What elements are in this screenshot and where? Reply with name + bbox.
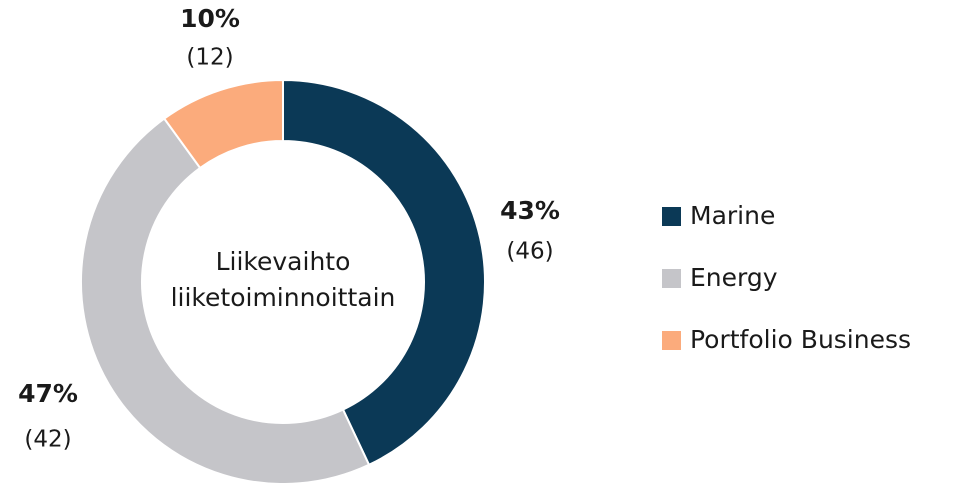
value-label: 43% — [500, 196, 560, 225]
donut-slice — [80, 117, 371, 483]
legend-label: Marine — [690, 201, 775, 230]
center-label: Liikevaihto — [216, 247, 351, 276]
legend-swatch — [662, 269, 681, 288]
legend-label: Energy — [690, 263, 778, 292]
legend-swatch — [662, 207, 681, 226]
comparison-label: (46) — [506, 239, 553, 265]
legend-swatch — [662, 331, 681, 350]
center-label: liiketoiminnoittain — [171, 283, 396, 312]
donut-slice — [282, 78, 486, 467]
value-label: 10% — [180, 4, 240, 33]
donut-slice — [162, 78, 284, 170]
comparison-label: (42) — [24, 427, 71, 453]
value-label: 47% — [18, 379, 78, 408]
comparison-label: (12) — [186, 45, 233, 71]
legend-label: Portfolio Business — [690, 325, 911, 354]
